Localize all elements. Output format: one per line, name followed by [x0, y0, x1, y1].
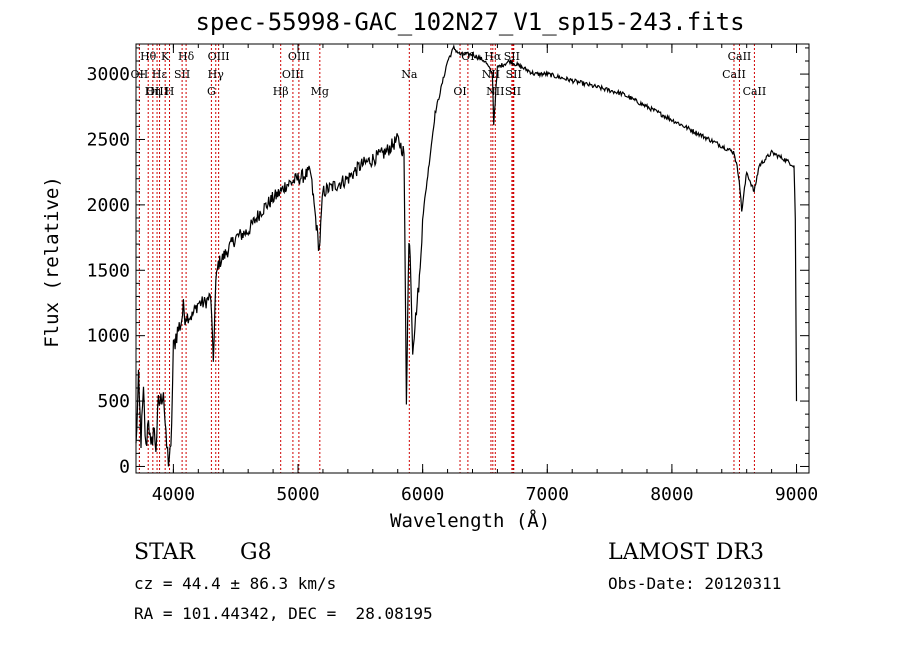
- y-tick-label: 1500: [87, 260, 130, 281]
- spectral-line-label: Mg: [311, 85, 329, 98]
- survey-name: LAMOST DR3: [608, 540, 764, 565]
- spectral-line-label: Hγ: [208, 68, 225, 81]
- obs-date-text: Obs-Date: 20120311: [608, 574, 782, 593]
- x-tick-label: 6000: [401, 484, 444, 505]
- emission-lines-layer: [138, 44, 755, 473]
- axis-ticks: 4000 5000 6000 7000 8000 9000 0 500 1000 1500 2000…: [87, 44, 818, 505]
- spectral-line-label: OII: [131, 68, 149, 81]
- spectral-line-label: OIII: [282, 68, 304, 81]
- x-tick-label: 4000: [152, 484, 195, 505]
- x-tick-label: 7000: [526, 484, 569, 505]
- spectral-line-label: H: [165, 85, 175, 98]
- y-tick-label: 2500: [87, 129, 130, 150]
- spectral-line-label: SII: [506, 68, 522, 81]
- spectral-line-label: Hβ: [273, 85, 289, 98]
- spectral-line-label: Hθ: [140, 50, 157, 63]
- spectral-line-label: Hδ: [178, 50, 195, 63]
- spectral-line-label: OI: [461, 50, 474, 63]
- spectral-line-label: OI: [453, 85, 466, 98]
- coordinates-text: RA = 101.44342, DEC = 28.08195: [134, 604, 433, 623]
- object-class: STAR: [134, 540, 195, 565]
- spectral-line-label: NII: [486, 85, 504, 98]
- spectral-line-label: SII: [504, 50, 520, 63]
- spectral-line-label: CaII: [743, 85, 767, 98]
- y-tick-label: 500: [97, 391, 130, 412]
- spectral-line-label: CaII: [722, 68, 746, 81]
- object-subclass: G8: [240, 540, 272, 565]
- plot-frame: [135, 43, 810, 474]
- x-tick-label: 8000: [650, 484, 693, 505]
- spectral-line-label: Hη: [145, 85, 161, 98]
- spectral-line-label: K: [161, 50, 170, 63]
- y-tick-label: 2000: [87, 195, 130, 216]
- spectral-line-label: OIII: [208, 50, 230, 63]
- spectral-line-label: OIII: [288, 50, 310, 63]
- spectral-line-label: NII: [482, 68, 500, 81]
- y-tick-label: 3000: [87, 64, 130, 85]
- x-tick-label: 5000: [276, 484, 319, 505]
- line-labels: Hθ OII OIII K H Hε Hη SII Hδ OIII Hγ G Hβ OIII OIII Mg N…: [131, 50, 767, 98]
- spectral-line-label: CaII: [728, 50, 752, 63]
- x-tick-label: 9000: [775, 484, 818, 505]
- spectral-line-label: OIII: [146, 85, 168, 98]
- spectral-line-label: Na: [401, 68, 418, 81]
- series-flux-line: [135, 44, 798, 467]
- y-tick-label: 0: [119, 456, 130, 477]
- y-tick-label: 1000: [87, 326, 130, 347]
- chart-title: spec-55998-GAC_102N27_V1_sp15-243.fits: [195, 8, 745, 36]
- x-axis-label: Wavelength (Å): [390, 510, 551, 532]
- spectral-line-label: G: [207, 85, 216, 98]
- spectral-line-label: Hε: [152, 68, 168, 81]
- spectral-line-label: Hα: [484, 50, 502, 63]
- spectral-line-label: SII: [505, 85, 521, 98]
- spectral-line-label: SII: [174, 68, 190, 81]
- y-axis-label: Flux (relative): [41, 176, 63, 348]
- redshift-text: cz = 44.4 ± 86.3 km/s: [134, 574, 337, 593]
